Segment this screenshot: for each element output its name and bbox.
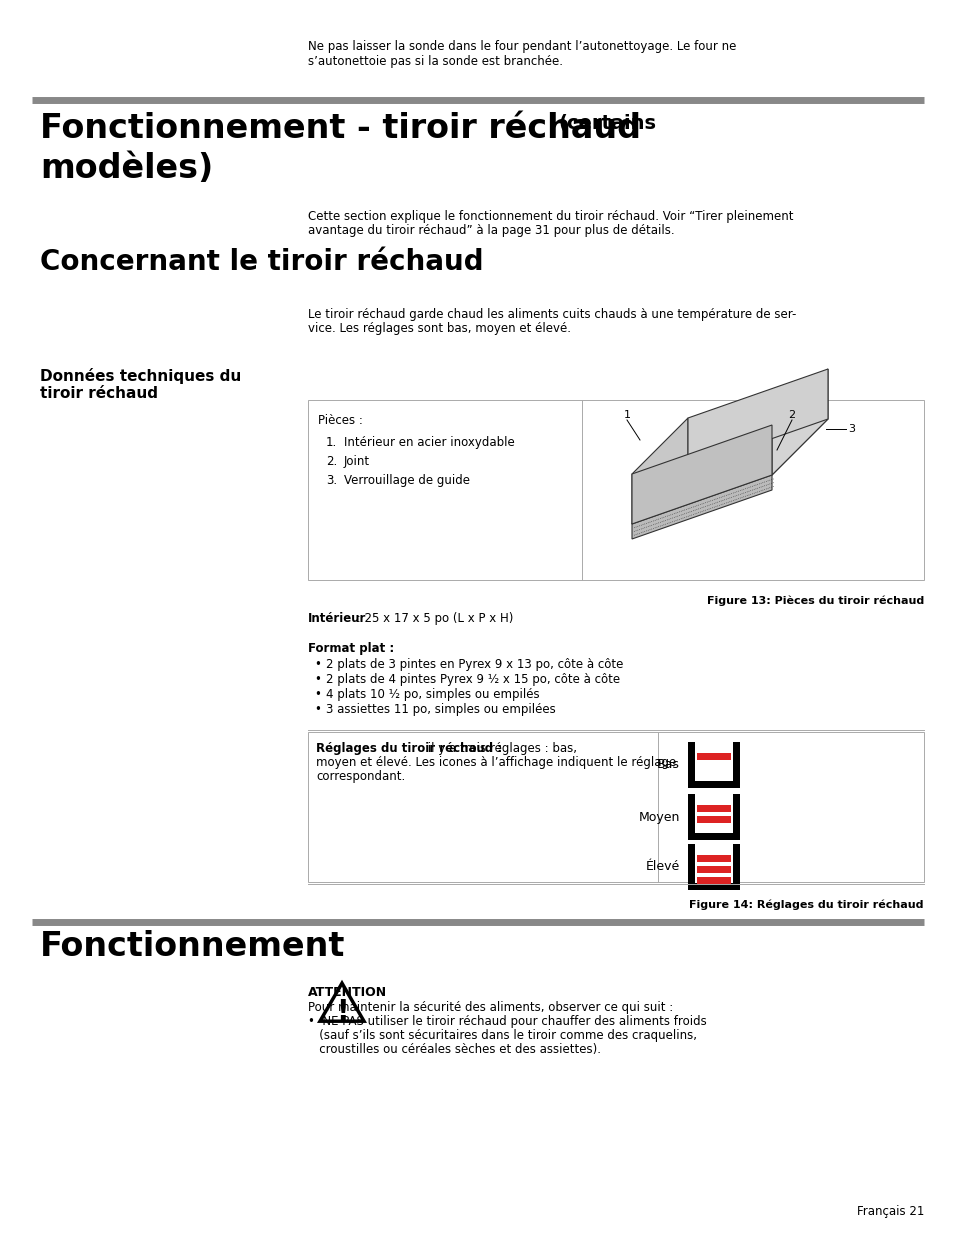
Text: tiroir réchaud: tiroir réchaud <box>40 387 158 401</box>
Text: 3.: 3. <box>326 474 336 487</box>
Bar <box>308 400 923 580</box>
Text: Le tiroir réchaud garde chaud les aliments cuits chauds à une température de ser: Le tiroir réchaud garde chaud les alimen… <box>308 308 796 321</box>
Polygon shape <box>687 369 827 468</box>
Text: Fonctionnement: Fonctionnement <box>40 930 345 963</box>
Text: il y a trois réglages : bas,: il y a trois réglages : bas, <box>423 742 577 755</box>
Bar <box>687 844 740 890</box>
Text: Fonctionnement - tiroir réchaud: Fonctionnement - tiroir réchaud <box>40 112 640 144</box>
Text: Pour maintenir la sécurité des aliments, observer ce qui suit :: Pour maintenir la sécurité des aliments,… <box>308 1002 673 1014</box>
Bar <box>687 794 695 840</box>
Text: (sauf s’ils sont sécuritaires dans le tiroir comme des craquelins,: (sauf s’ils sont sécuritaires dans le ti… <box>308 1029 697 1042</box>
Text: modèles): modèles) <box>40 152 213 185</box>
Text: Bas: Bas <box>657 758 679 772</box>
Text: 2 plats de 4 pintes Pyrex 9 ½ x 15 po, côte à côte: 2 plats de 4 pintes Pyrex 9 ½ x 15 po, c… <box>326 673 619 685</box>
Text: Cette section explique le fonctionnement du tiroir réchaud. Voir “Tirer pleineme: Cette section explique le fonctionnement… <box>308 210 793 224</box>
Bar <box>732 844 740 890</box>
Bar <box>697 855 730 862</box>
Text: 3: 3 <box>847 424 854 433</box>
Text: Élevé: Élevé <box>645 861 679 873</box>
Text: Intérieur: Intérieur <box>308 613 366 625</box>
Polygon shape <box>631 419 827 524</box>
Text: •: • <box>314 703 320 716</box>
Bar <box>687 794 740 840</box>
Text: s’autonettoie pas si la sonde est branchée.: s’autonettoie pas si la sonde est branch… <box>308 56 562 68</box>
Bar <box>697 816 730 823</box>
Text: Réglages du tiroir réchaud :: Réglages du tiroir réchaud : <box>315 742 501 755</box>
Bar <box>687 844 695 890</box>
Text: moyen et élevé. Les icones à l’affichage indiquent le réglage: moyen et élevé. Les icones à l’affichage… <box>315 756 676 769</box>
Text: avantage du tiroir réchaud” à la page 31 pour plus de détails.: avantage du tiroir réchaud” à la page 31… <box>308 224 674 237</box>
Text: 1.: 1. <box>326 436 337 450</box>
Text: Format plat :: Format plat : <box>308 642 394 655</box>
Text: Données techniques du: Données techniques du <box>40 368 241 384</box>
Text: •: • <box>314 658 320 671</box>
Text: Français 21: Français 21 <box>856 1205 923 1218</box>
Text: 1: 1 <box>623 410 630 420</box>
Text: 4 plats 10 ½ po, simples ou empilés: 4 plats 10 ½ po, simples ou empilés <box>326 688 539 701</box>
Text: Verrouillage de guide: Verrouillage de guide <box>344 474 470 487</box>
Bar <box>697 877 730 884</box>
Text: •  NE PAS utiliser le tiroir réchaud pour chauffer des aliments froids: • NE PAS utiliser le tiroir réchaud pour… <box>308 1015 706 1028</box>
Text: Figure 13: Pièces du tiroir réchaud: Figure 13: Pièces du tiroir réchaud <box>706 597 923 606</box>
Text: croustilles ou céréales sèches et des assiettes).: croustilles ou céréales sèches et des as… <box>308 1044 600 1056</box>
Text: ATTENTION: ATTENTION <box>308 986 387 999</box>
Bar <box>687 781 740 788</box>
Bar <box>687 832 740 840</box>
Text: Ne pas laisser la sonde dans le four pendant l’autonettoyage. Le four ne: Ne pas laisser la sonde dans le four pen… <box>308 40 736 53</box>
Text: •: • <box>314 688 320 701</box>
Polygon shape <box>631 417 687 524</box>
Bar <box>697 753 730 760</box>
Bar <box>697 805 730 811</box>
Text: Figure 14: Réglages du tiroir réchaud: Figure 14: Réglages du tiroir réchaud <box>689 900 923 910</box>
Text: Joint: Joint <box>344 454 370 468</box>
Bar <box>687 883 740 890</box>
Polygon shape <box>631 425 771 524</box>
Text: Moyen: Moyen <box>638 810 679 824</box>
Text: vice. Les réglages sont bas, moyen et élevé.: vice. Les réglages sont bas, moyen et él… <box>308 322 571 335</box>
Text: 2: 2 <box>787 410 795 420</box>
Polygon shape <box>771 369 827 475</box>
Bar <box>308 732 923 882</box>
Polygon shape <box>319 983 364 1021</box>
Text: (certains: (certains <box>558 114 656 133</box>
Bar <box>697 866 730 873</box>
Bar <box>732 794 740 840</box>
Text: : 25 x 17 x 5 po (L x P x H): : 25 x 17 x 5 po (L x P x H) <box>353 613 513 625</box>
Bar <box>687 742 695 788</box>
Text: •: • <box>314 673 320 685</box>
Text: Intérieur en acier inoxydable: Intérieur en acier inoxydable <box>344 436 515 450</box>
Polygon shape <box>631 475 771 538</box>
Text: 3 assiettes 11 po, simples ou empilées: 3 assiettes 11 po, simples ou empilées <box>326 703 556 716</box>
Text: !: ! <box>335 998 348 1026</box>
Text: correspondant.: correspondant. <box>315 769 405 783</box>
Text: Pièces :: Pièces : <box>317 414 362 427</box>
Bar <box>732 742 740 788</box>
Text: Concernant le tiroir réchaud: Concernant le tiroir réchaud <box>40 248 483 275</box>
Bar <box>687 742 740 788</box>
Text: 2.: 2. <box>326 454 337 468</box>
Text: 2 plats de 3 pintes en Pyrex 9 x 13 po, côte à côte: 2 plats de 3 pintes en Pyrex 9 x 13 po, … <box>326 658 622 671</box>
